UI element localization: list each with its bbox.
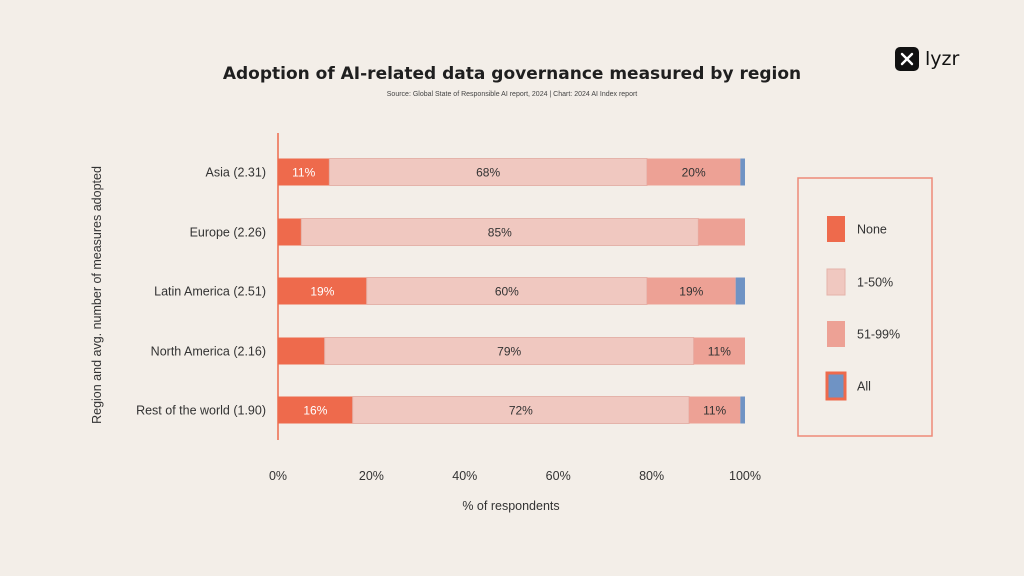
bar-value-label: 85% [488, 226, 512, 240]
bar-value-label: 11% [708, 345, 731, 359]
legend-label: 51-99% [857, 328, 900, 342]
bar-segment [278, 277, 367, 305]
bar-value-label: 20% [682, 166, 706, 180]
x-tick-label: 60% [546, 469, 571, 483]
bar-value-label: 16% [303, 404, 327, 418]
bar-segment [646, 277, 736, 305]
x-axis-title: % of respondents [462, 499, 559, 513]
x-tick-label: 20% [359, 469, 384, 483]
bar-segment [688, 396, 741, 424]
legend-label: 1-50% [857, 276, 893, 290]
bar-segment [646, 158, 741, 186]
x-tick-label: 40% [452, 469, 477, 483]
x-tick-label: 100% [729, 469, 761, 483]
bar-segment [328, 158, 648, 186]
chart-subtitle: Source: Global State of Responsible AI r… [386, 91, 638, 98]
x-tick-label: 80% [639, 469, 664, 483]
bar-value-label: 72% [509, 404, 533, 418]
category-label: Asia (2.31) [206, 166, 266, 180]
legend-label: None [857, 223, 887, 237]
brand-name: lyzr [925, 48, 960, 70]
category-label: North America (2.16) [151, 345, 266, 359]
bar-value-label: 68% [476, 166, 500, 180]
bar-segment [735, 277, 745, 305]
bar-value-label: 79% [497, 345, 521, 359]
bar-segment [324, 337, 695, 365]
legend-swatch [825, 371, 847, 401]
bar-segment [278, 158, 330, 186]
legend-swatch [826, 268, 846, 296]
legend-swatch [827, 216, 845, 242]
bar-value-label: 11% [703, 404, 726, 418]
legend-box [797, 177, 933, 437]
chart-title: Adoption of AI-related data governance m… [222, 64, 802, 84]
bar-segment [278, 218, 302, 246]
bar-segment [698, 218, 745, 246]
bar-segment [278, 396, 353, 424]
bar-segment [693, 337, 745, 365]
bar-segment [300, 218, 699, 246]
legend-swatch [827, 321, 845, 347]
bar-value-label: 11% [292, 166, 315, 180]
category-label: Rest of the world (1.90) [136, 404, 266, 418]
bar-segment [740, 396, 745, 424]
bar-segment [278, 337, 325, 365]
bar-value-label: 19% [310, 285, 334, 299]
bar-value-label: 19% [679, 285, 703, 299]
bar-segment [352, 396, 690, 424]
x-tick-label: 0% [269, 469, 287, 483]
lyzr-logo-icon [895, 47, 919, 71]
legend-label: All [857, 380, 871, 394]
brand-logo: lyzr [895, 46, 959, 72]
bar-segment [366, 277, 648, 305]
bar-segment [740, 158, 745, 186]
category-label: Latin America (2.51) [154, 285, 266, 299]
category-label: Europe (2.26) [190, 226, 266, 240]
y-axis-title: Region and avg. number of measures adopt… [90, 166, 104, 424]
bar-value-label: 60% [495, 285, 519, 299]
